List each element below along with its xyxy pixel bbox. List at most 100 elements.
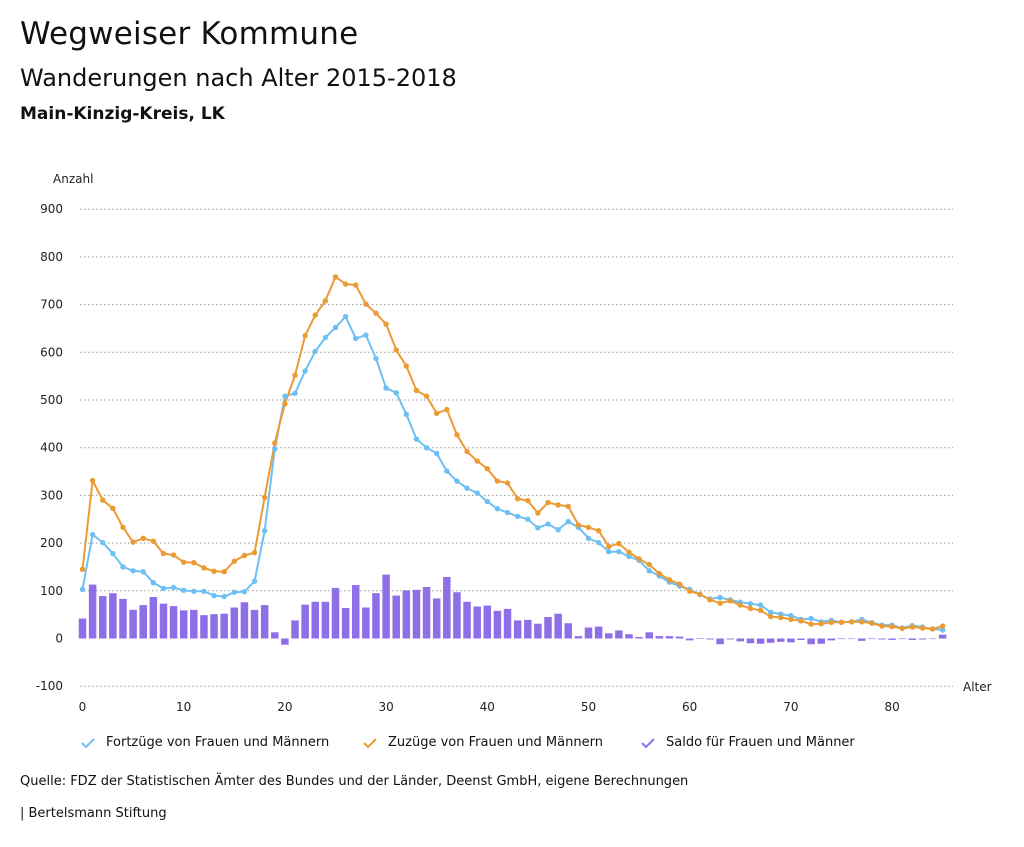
zuzuege-point [626, 549, 632, 555]
x-tick-label: 50 [581, 700, 596, 714]
saldo-bar [554, 613, 562, 639]
saldo-bar [746, 638, 755, 644]
fortzuege-point [444, 468, 450, 474]
saldo-bar [594, 626, 603, 639]
fortzuege-point [221, 593, 227, 600]
saldo-bar [726, 638, 734, 640]
fortzuege-point [423, 445, 430, 451]
y-tick-label: 700 [40, 298, 63, 312]
saldo-bar [240, 602, 249, 639]
saldo-bar [655, 636, 664, 639]
saldo-bar [200, 615, 208, 639]
zuzuege-point [535, 510, 541, 516]
fortzuege-point [140, 569, 146, 575]
fortzuege-point [585, 535, 592, 542]
zuzuege-point [818, 621, 824, 627]
zuzuege-point [646, 561, 652, 568]
saldo-bar [311, 601, 320, 639]
saldo-bar [574, 636, 583, 639]
legend-item-fortzuege[interactable]: Fortzüge von Frauen und Männern [80, 735, 329, 750]
fortzuege-point [130, 568, 136, 574]
legend-item-zuzuege[interactable]: Zuzüge von Frauen und Männern [362, 735, 603, 750]
zuzuege-point [788, 616, 794, 623]
fortzuege-point [535, 525, 541, 531]
saldo-bar [412, 589, 421, 639]
zuzuege-point [514, 496, 521, 502]
fortzuege-point [110, 550, 116, 557]
zuzuege-point [737, 602, 743, 608]
saldo-bar [908, 638, 917, 640]
saldo-bar [443, 576, 451, 639]
series-lines [81, 275, 943, 631]
zuzuege-point [413, 387, 420, 394]
fortzuege-point [272, 446, 278, 452]
zuzuege-point [778, 614, 784, 621]
fortzuege-point [808, 615, 814, 622]
fortzuege-point [241, 589, 248, 595]
saldo-bar [230, 607, 239, 639]
saldo-bar [847, 638, 856, 640]
page-title: Wegweiser Kommune [20, 16, 359, 52]
legend-item-saldo[interactable]: Saldo für Frauen und Männer [640, 735, 855, 750]
saldo-bar [260, 605, 269, 639]
fortzuege-point [373, 355, 379, 362]
zuzuege-point [231, 558, 237, 564]
saldo-bar [301, 604, 309, 639]
saldo-bar [756, 638, 765, 644]
x-tick-label: 60 [682, 700, 697, 714]
saldo-bar [351, 585, 360, 639]
saldo-bar [271, 632, 279, 639]
fortzuege-point [312, 348, 318, 355]
zuzuege-point [211, 568, 217, 574]
saldo-bar [483, 605, 492, 639]
saldo-bar [625, 634, 633, 639]
saldo-bar [706, 638, 714, 640]
x-tick-label: 80 [884, 700, 899, 714]
fortzuege-point [89, 531, 96, 538]
saldo-bar [210, 614, 218, 639]
zuzuege-point [757, 607, 764, 614]
check-icon [81, 737, 95, 748]
saldo-bar [321, 601, 330, 639]
saldo-bar [432, 598, 441, 639]
zuzuege-point [575, 522, 582, 528]
fortzuege-point [261, 527, 268, 534]
saldo-bar [493, 610, 502, 639]
series-points [79, 274, 946, 633]
saldo-bar [817, 638, 826, 644]
zuzuege-point [666, 577, 673, 583]
region-label: Main-Kinzig-Kreis, LK [20, 104, 225, 124]
x-tick-label: 30 [378, 700, 393, 714]
fortzuege-point [595, 539, 602, 546]
saldo-bar [696, 638, 704, 639]
fortzuege-point [201, 588, 207, 594]
zuzuege-point [585, 524, 592, 531]
fortzuege-point [940, 627, 946, 633]
source-note: Quelle: FDZ der Statistischen Ämter des … [20, 774, 689, 789]
fortzuege-point [100, 539, 106, 546]
saldo-bar [402, 590, 411, 639]
zuzuege-point [767, 613, 774, 620]
x-tick-label: 70 [783, 700, 798, 714]
zuzuege-point [454, 432, 460, 438]
zuzuege-point [423, 393, 430, 399]
fortzuege-point [251, 578, 258, 584]
fortzuege-point [545, 521, 551, 527]
saldo-bar [665, 636, 674, 639]
fortzuege-point [79, 586, 86, 593]
zuzuege-point [727, 598, 733, 604]
zuzuege-point [120, 524, 126, 531]
saldo-bar [857, 638, 866, 641]
saldo-bar [736, 638, 745, 642]
legend-label-saldo: Saldo für Frauen und Männer [666, 735, 855, 750]
zuzuege-point [940, 623, 946, 629]
fortzuege-point [767, 609, 774, 615]
fortzuege-point [494, 506, 501, 512]
saldo-bar [382, 574, 390, 639]
y-tick-label: 500 [40, 393, 63, 407]
saldo-bar [473, 606, 481, 639]
zuzuege-point [859, 619, 865, 625]
saldo-bar [190, 609, 198, 639]
zuzuege-point [484, 465, 490, 472]
x-tick-label: 20 [277, 700, 292, 714]
